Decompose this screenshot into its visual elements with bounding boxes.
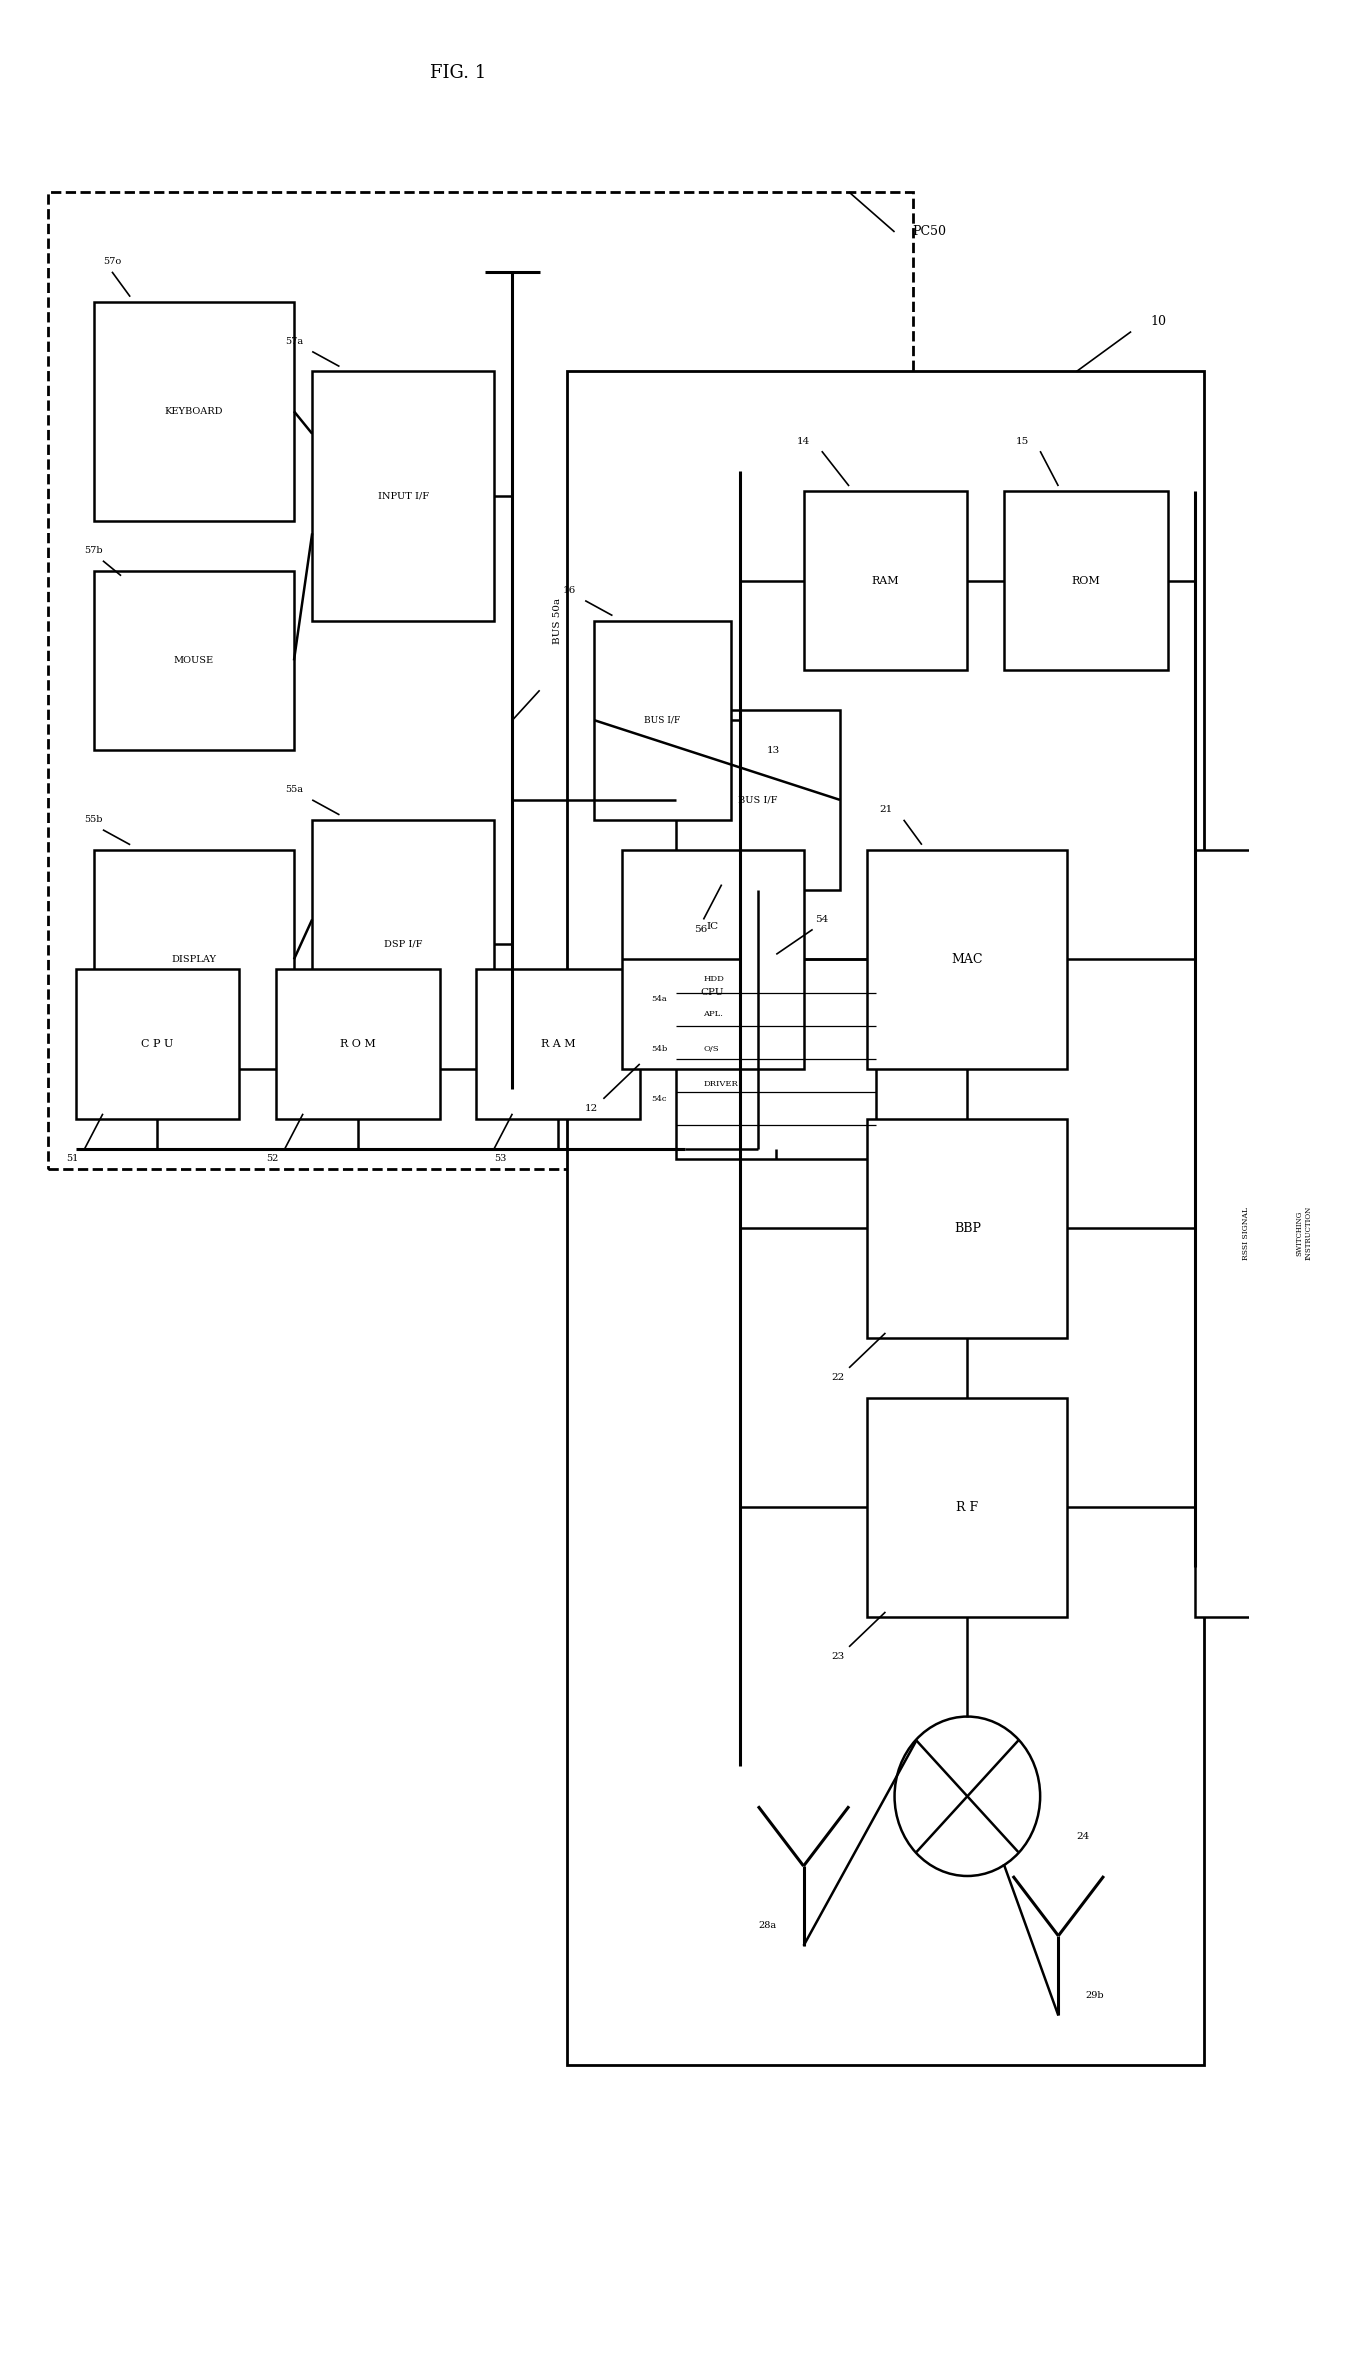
Text: IC: IC <box>707 921 719 930</box>
Text: 13: 13 <box>767 746 781 755</box>
Text: APL.: APL. <box>704 1011 723 1018</box>
FancyBboxPatch shape <box>1195 850 1341 1617</box>
FancyBboxPatch shape <box>677 959 876 1157</box>
FancyBboxPatch shape <box>804 490 968 670</box>
Text: O/S: O/S <box>704 1044 719 1053</box>
Text: R A M: R A M <box>540 1039 576 1049</box>
Text: 28a: 28a <box>759 1922 776 1931</box>
Text: MAC: MAC <box>951 954 983 966</box>
Text: BBP: BBP <box>954 1221 982 1236</box>
Text: FIG. 1: FIG. 1 <box>429 64 485 80</box>
Text: DISPLAY: DISPLAY <box>171 954 216 963</box>
FancyBboxPatch shape <box>94 850 294 1070</box>
Text: 57b: 57b <box>85 547 104 556</box>
Text: 54c: 54c <box>652 1096 667 1103</box>
FancyBboxPatch shape <box>75 968 239 1120</box>
Text: 53: 53 <box>493 1155 507 1162</box>
Text: 54a: 54a <box>651 994 667 1004</box>
Text: 57a: 57a <box>284 336 303 346</box>
Text: 10: 10 <box>1151 315 1166 329</box>
Text: R F: R F <box>957 1501 979 1515</box>
Text: 23: 23 <box>831 1652 843 1662</box>
FancyBboxPatch shape <box>48 192 913 1169</box>
Text: 16: 16 <box>563 587 576 594</box>
Text: BUS 50a: BUS 50a <box>554 596 562 644</box>
Text: DSP I/F: DSP I/F <box>384 940 422 949</box>
Text: MOUSE: MOUSE <box>174 656 213 665</box>
Text: RSSI SIGNAL: RSSI SIGNAL <box>1241 1207 1249 1259</box>
FancyBboxPatch shape <box>867 1120 1068 1337</box>
Text: 54b: 54b <box>651 1044 667 1053</box>
Text: 57o: 57o <box>103 258 122 267</box>
Text: 21: 21 <box>879 805 893 814</box>
FancyBboxPatch shape <box>276 968 440 1120</box>
Text: DRIVER: DRIVER <box>704 1079 738 1089</box>
Text: SWITCHING
INSTRUCTION: SWITCHING INSTRUCTION <box>1296 1207 1312 1262</box>
Text: HDD: HDD <box>704 975 725 982</box>
FancyBboxPatch shape <box>677 710 839 890</box>
Text: 51: 51 <box>67 1155 79 1162</box>
Text: 54: 54 <box>815 916 828 923</box>
Text: 29b: 29b <box>1085 1991 1105 2000</box>
Text: 14: 14 <box>797 436 811 445</box>
Text: RAM: RAM <box>872 575 899 585</box>
Text: CPU: CPU <box>701 987 725 997</box>
Text: KEYBOARD: KEYBOARD <box>164 407 223 417</box>
FancyBboxPatch shape <box>622 850 804 1070</box>
Text: INPUT I/F: INPUT I/F <box>377 492 429 499</box>
Text: 12: 12 <box>585 1105 599 1112</box>
Text: 15: 15 <box>1016 436 1028 445</box>
FancyBboxPatch shape <box>94 570 294 750</box>
FancyBboxPatch shape <box>476 968 640 1120</box>
FancyBboxPatch shape <box>94 301 294 521</box>
Text: ROM: ROM <box>1072 575 1100 585</box>
Text: 22: 22 <box>831 1373 843 1382</box>
Text: R O M: R O M <box>340 1039 376 1049</box>
FancyBboxPatch shape <box>867 1399 1068 1617</box>
Text: BUS I/F: BUS I/F <box>738 795 778 805</box>
FancyBboxPatch shape <box>312 372 493 620</box>
Text: 52: 52 <box>267 1155 279 1162</box>
FancyBboxPatch shape <box>867 850 1068 1070</box>
Text: BUS I/F: BUS I/F <box>644 715 681 724</box>
Text: 55a: 55a <box>286 786 303 795</box>
Text: 24: 24 <box>1077 1832 1089 1842</box>
FancyBboxPatch shape <box>312 819 493 1070</box>
Text: 55b: 55b <box>85 814 103 824</box>
Text: 56: 56 <box>694 925 708 935</box>
Text: PC50: PC50 <box>913 225 947 239</box>
Text: C P U: C P U <box>141 1039 174 1049</box>
FancyBboxPatch shape <box>595 620 731 819</box>
FancyBboxPatch shape <box>567 372 1204 2066</box>
FancyBboxPatch shape <box>1003 490 1167 670</box>
